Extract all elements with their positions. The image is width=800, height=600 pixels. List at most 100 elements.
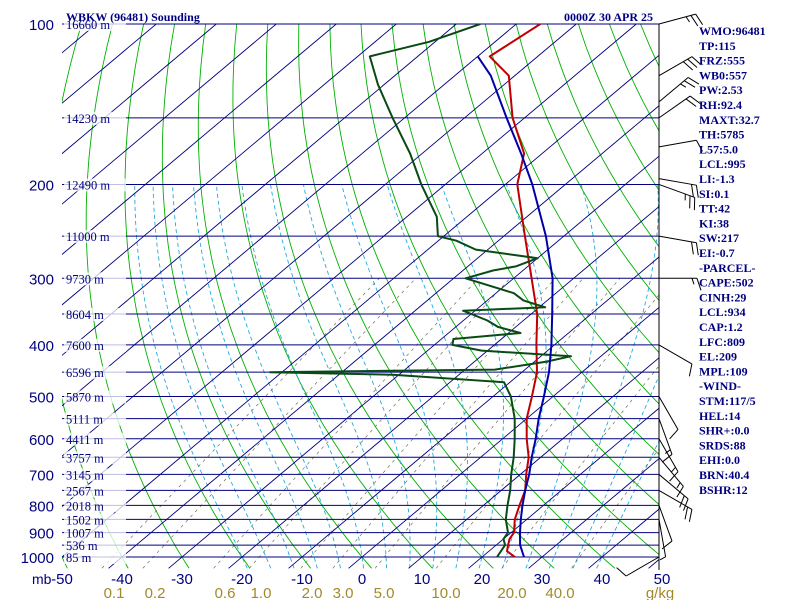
height-label-bg — [64, 178, 126, 192]
barb-staff — [625, 556, 660, 577]
height-level-label: 85 m — [66, 551, 92, 565]
axes: mb -50 -40 -30 -20 -10 0 10 20 30 40 50 0.1 0.2 0.6 1.0… — [32, 571, 674, 600]
height-level-label: 9730 m — [66, 272, 104, 286]
barb-flag — [695, 185, 699, 198]
chart-time: 0000Z 30 APR 25 — [564, 10, 653, 24]
height-label-bg — [64, 412, 126, 426]
barb-flag — [616, 567, 627, 577]
barb-flag — [684, 80, 696, 88]
wind-barb — [658, 235, 699, 256]
mixing-ratio-line — [249, 278, 511, 569]
height-label-bg — [64, 468, 126, 482]
isotherm — [168, 155, 659, 569]
dry-adiabat — [422, 24, 659, 456]
barb-flag — [669, 429, 679, 440]
barb-staff — [658, 456, 684, 487]
height-label-bg — [64, 499, 126, 513]
wind-barb — [658, 77, 700, 103]
height-level-label: 1502 m — [66, 513, 104, 527]
index-value: EI:-0.7 — [699, 246, 735, 260]
dry-adiabat — [161, 24, 312, 569]
temperature-tick-label: 0 — [358, 571, 366, 588]
wind-barbs — [616, 13, 704, 577]
mixing-ratio-label: 10.0 — [431, 585, 460, 600]
dry-adiabat — [298, 24, 555, 569]
height-label-bg — [64, 307, 126, 321]
isotherm — [62, 24, 517, 407]
pressure-tick-label: 200 — [29, 177, 54, 194]
barb-half-flag — [680, 83, 687, 88]
moist-adiabat — [134, 184, 248, 569]
height-label-bg — [64, 432, 126, 446]
index-value: -PARCEL- — [699, 261, 755, 275]
moist-adiabat — [548, 184, 659, 569]
barb-flag — [685, 98, 697, 107]
height-label-bg — [64, 272, 126, 286]
height-level-label: 8604 m — [66, 308, 104, 322]
barb-staff — [658, 396, 679, 430]
mixing-ratio-label: 40.0 — [545, 585, 574, 600]
barb-flag — [688, 509, 693, 522]
dry-adiabat — [796, 24, 800, 568]
barb-staff — [658, 139, 697, 148]
index-value: LCL:995 — [699, 157, 746, 171]
dry-adiabat — [62, 555, 68, 569]
temperature-tick-label: 20 — [474, 571, 491, 588]
isotherm — [288, 256, 659, 569]
barb-flag — [691, 56, 702, 66]
isobars: 100 200 300 400 500 600 700 800 900 1000 — [21, 17, 659, 567]
mixing-ratio-label: 0.1 — [104, 585, 125, 600]
temperature-tick-label: 50 — [654, 571, 671, 588]
height-labels: 16660 m 14230 m 12490 m 11000 m 9730 m 8604 m… — [64, 18, 126, 565]
barb-staff — [658, 505, 673, 542]
height-level-label: 2567 m — [66, 484, 104, 498]
series-parcel-line — [476, 55, 554, 558]
pressure-tick-label: 100 — [29, 17, 54, 34]
index-value: WB0:557 — [699, 68, 747, 82]
pressure-unit-label: mb — [32, 571, 52, 587]
isotherm — [62, 24, 577, 457]
isotherm — [528, 458, 659, 569]
height-level-label: 3757 m — [66, 451, 104, 465]
dry-adiabat — [515, 24, 659, 302]
index-value: LCL:934 — [699, 305, 746, 319]
barb-flag — [695, 13, 704, 25]
barb-staff — [658, 519, 667, 557]
barb-flag — [684, 506, 689, 520]
mixing-ratio-label: 5.0 — [374, 585, 395, 600]
height-label-bg — [64, 366, 126, 380]
temperature-tick-label: 40 — [594, 571, 611, 588]
pressure-tick-label: 300 — [29, 271, 54, 288]
height-level-label: 16660 m — [66, 18, 110, 32]
wind-barb — [658, 519, 667, 561]
mixing-ratio-label: 1.0 — [251, 585, 272, 600]
barb-flag — [695, 242, 699, 256]
moist-adiabat — [386, 184, 469, 569]
mixing-ratio-label: 20.0 — [497, 585, 526, 600]
barb-flag — [689, 95, 701, 104]
index-value: SHR+:0.0 — [699, 424, 750, 438]
pressure-tick-label: 800 — [29, 498, 54, 515]
pressure-tick-label: 700 — [29, 467, 54, 484]
barb-flag — [682, 498, 689, 511]
dry-adiabat — [232, 24, 433, 569]
isotherm — [62, 54, 659, 558]
barb-flag — [682, 61, 694, 71]
temperature-tick-label: -20 — [231, 571, 253, 588]
moist-adiabat — [596, 440, 659, 569]
mixing-ratio-label: 2.0 — [302, 585, 323, 600]
barb-flag — [690, 15, 699, 27]
dry-adiabat — [360, 24, 659, 556]
dry-adiabat — [85, 24, 190, 569]
height-level-label: 12490 m — [66, 178, 110, 192]
index-value: WMO:96481 — [699, 24, 766, 38]
index-value: SW:217 — [699, 231, 739, 245]
height-label-bg — [64, 230, 126, 244]
barb-flag — [688, 363, 693, 377]
barb-half-flag — [670, 467, 676, 473]
dry-adiabat — [484, 24, 659, 354]
index-value: KI:38 — [699, 216, 729, 230]
height-level-label: 6596 m — [66, 366, 104, 380]
index-value: STM:117/5 — [699, 394, 756, 408]
wind-barb — [658, 56, 702, 77]
